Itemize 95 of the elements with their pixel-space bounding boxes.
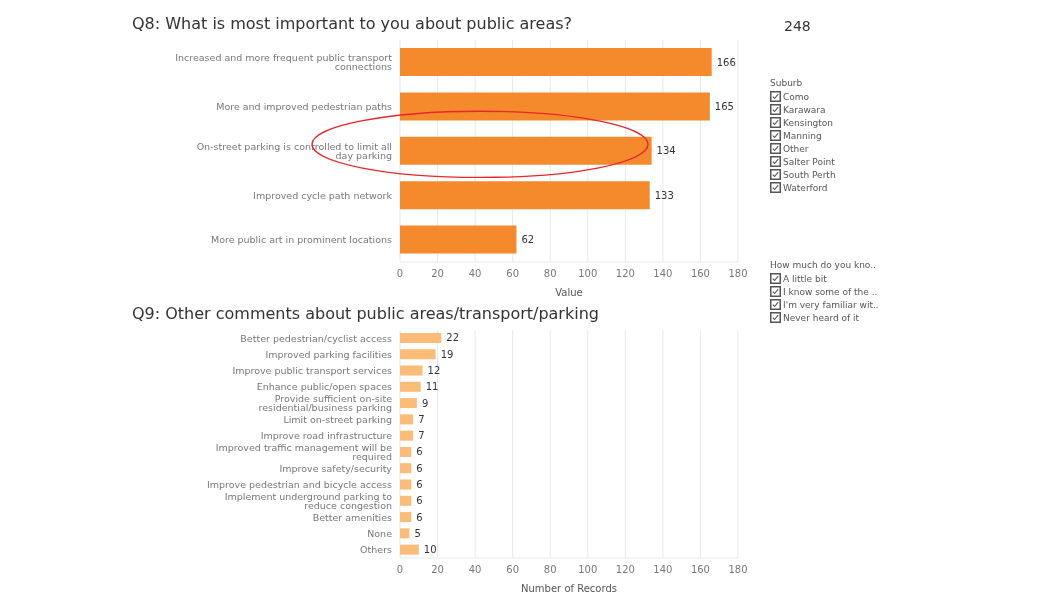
x-tick-label: 100 [578,564,598,576]
x-tick-label: 60 [506,268,520,280]
data-label: 7 [418,413,425,425]
data-label: 22 [446,332,460,344]
text: How much do you kno.. [770,260,877,270]
x-axis-title: Value [555,287,583,298]
x-tick-label: 140 [653,268,673,280]
data-label: 12 [427,365,441,377]
bar [400,92,710,121]
y-tick-label: Improved cycle path network [253,189,393,201]
x-tick-label: 60 [506,564,520,576]
bar [400,463,412,474]
x-tick-label: 160 [690,268,710,280]
x-tick-label: 180 [728,564,748,576]
data-label: 6 [416,446,423,458]
text: Other [782,142,810,155]
x-tick-label: 120 [615,268,635,280]
bar [400,365,423,376]
y-tick-label: More and improved pedestrian paths [216,100,393,112]
text: A little bit [782,272,828,285]
x-tick-label: 140 [653,564,673,576]
text: Salter Point [782,155,836,168]
y-tick-label: Provide sufficient on-site residential/business parking [258,392,393,414]
x-tick-label: 80 [543,564,557,576]
y-tick-label: Improve safety/security [279,462,393,474]
y-tick-label: Others [360,544,393,556]
bar [400,414,414,425]
x-tick-label: 160 [690,564,710,576]
y-tick-label: Better pedestrian/cyclist access [240,332,393,344]
data-label: 134 [656,145,676,157]
data-label: 7 [418,430,425,442]
bar [400,181,650,210]
data-label: 133 [654,189,674,201]
data-label: 62 [521,234,535,246]
bar [400,528,410,539]
y-tick-label: Better amenities [312,511,393,523]
x-tick-label: 180 [728,268,748,280]
data-label: 19 [440,348,454,360]
y-tick-label: Improved parking facilities [265,348,393,360]
data-label: 6 [416,462,423,474]
data-label: 165 [714,100,734,112]
x-tick-label: 120 [615,564,635,576]
y-tick-label: None [367,527,393,539]
bar [400,512,412,523]
text: Manning [782,129,823,142]
bar [400,47,712,76]
bar [400,136,652,165]
data-label: 6 [416,511,423,523]
bar [400,225,517,254]
y-tick-label: More public art in prominent locations [210,234,393,246]
text: I know some of the .. [782,285,879,298]
text: Karawara [782,103,827,116]
bar [400,332,442,343]
text: I'm very familiar wit.. [782,298,880,311]
bar [400,544,419,555]
y-tick-label: Increased and more frequent public transport connections [175,51,393,73]
bar [400,446,412,457]
y-tick-label: Improve pedestrian and bicycle access [206,479,393,491]
bar [400,381,421,392]
x-tick-label: 40 [468,564,482,576]
data-label: 9 [421,397,429,409]
bar [400,349,436,360]
data-label: 10 [423,544,437,556]
y-tick-label: Improve public transport services [232,365,393,377]
data-label: 5 [414,527,421,539]
x-tick-label: 100 [578,268,598,280]
data-label: 6 [416,479,423,491]
bar [400,479,412,490]
x-axis-title: Number of Records [521,583,617,594]
chart-title: Q9: Other comments about public areas/transport/parking [132,304,600,325]
chart-title: Q8: What is most important to you about public areas? [132,14,574,35]
x-tick-label: 40 [468,268,482,280]
text: Suburb [770,78,804,88]
y-tick-label: Implement underground parking to reduce congestion [224,490,393,512]
bar [400,398,417,409]
y-tick-label: Improve road infrastructure [260,430,393,442]
bar [400,495,412,506]
y-tick-label: Limit on-street parking [283,413,392,425]
text: Never heard of it [782,311,861,324]
y-tick-label: Improved traffic management will be required [215,441,393,463]
text: Kensington [782,116,835,129]
data-label: 166 [716,56,736,68]
x-tick-label: 80 [543,268,557,280]
y-tick-label: Enhance public/open spaces [256,381,393,393]
data-label: 11 [425,381,439,393]
bar [400,430,414,441]
text: 248 [784,18,812,34]
data-label: 6 [416,495,423,507]
text: Waterford [782,181,829,194]
text: Como [782,90,811,103]
text: South Perth [782,168,837,181]
x-tick-label: 20 [431,268,444,280]
x-tick-label: 0 [396,268,404,280]
x-tick-label: 20 [431,564,444,576]
x-tick-label: 0 [396,564,404,576]
